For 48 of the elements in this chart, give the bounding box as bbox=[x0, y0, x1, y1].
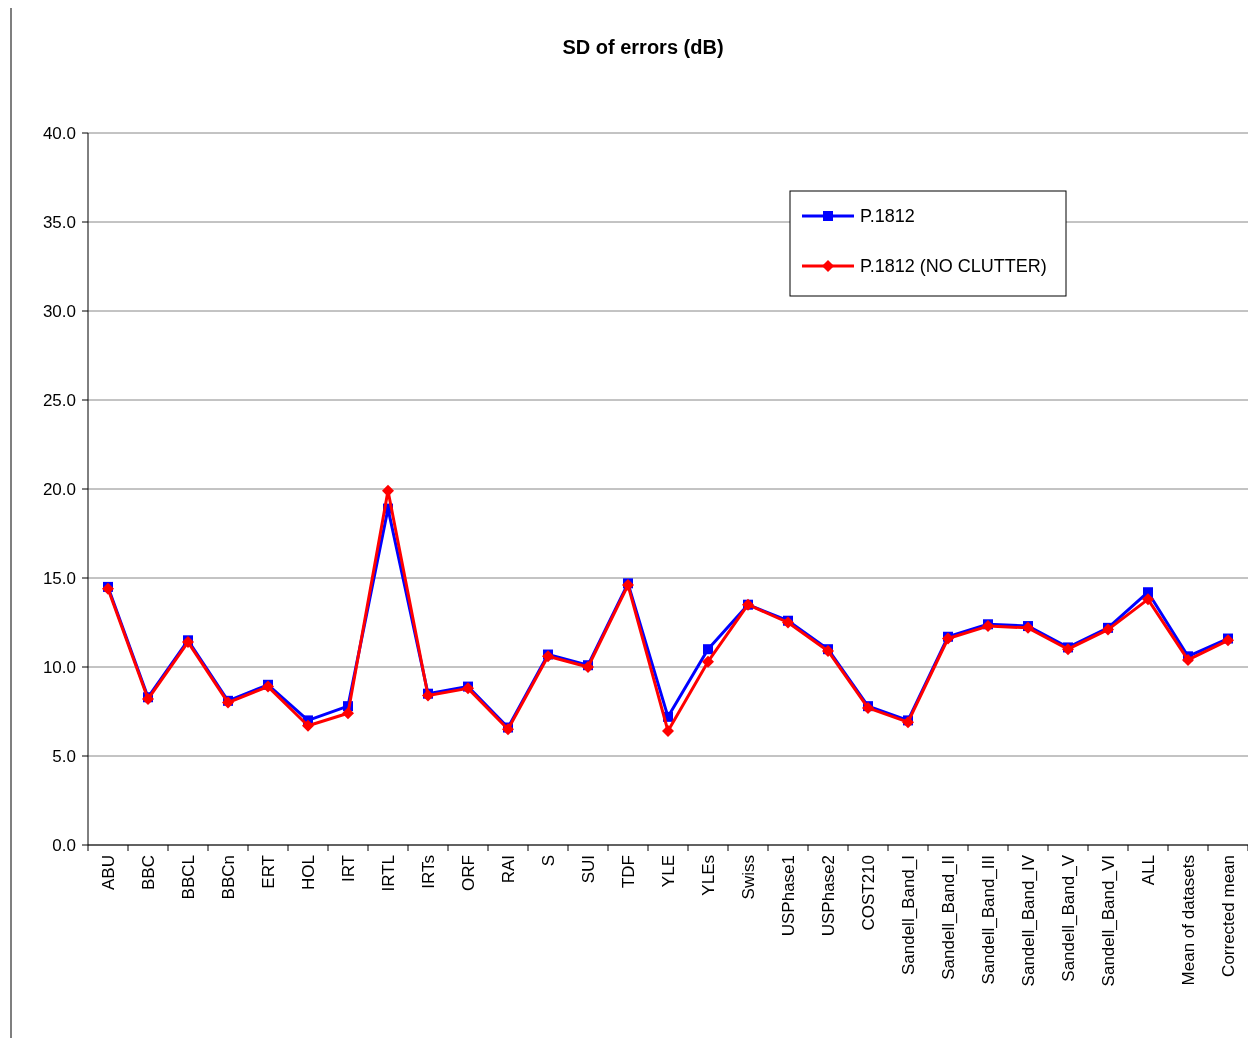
y-tick-label: 5.0 bbox=[52, 747, 76, 766]
x-tick-label: Mean of datasets bbox=[1179, 855, 1198, 986]
x-tick-label: Sandell_Band_IV bbox=[1019, 854, 1038, 987]
y-tick-label: 35.0 bbox=[42, 213, 76, 232]
x-tick-label: Swiss bbox=[739, 855, 758, 900]
point bbox=[1142, 593, 1154, 606]
x-tick-label: ERT bbox=[259, 855, 278, 889]
x-tick-label: BBCn bbox=[219, 855, 238, 900]
legend-label: P.1812 bbox=[860, 206, 915, 226]
x-tick-label: BBCL bbox=[179, 855, 198, 900]
x-tick-label: RAI bbox=[499, 855, 518, 884]
x-tick-label: IRTL bbox=[379, 855, 398, 892]
point bbox=[702, 655, 714, 668]
x-tick-label: S bbox=[539, 855, 558, 867]
x-tick-label: YLE bbox=[659, 855, 678, 888]
x-tick-label: COST210 bbox=[859, 855, 878, 931]
y-tick-label: 10.0 bbox=[42, 658, 76, 677]
point bbox=[342, 707, 354, 720]
x-tick-label: IRTs bbox=[419, 855, 438, 889]
chart-title: SD of errors (dB) bbox=[562, 36, 724, 58]
x-tick-label: HOL bbox=[299, 855, 318, 890]
point bbox=[703, 644, 713, 655]
x-tick-label: BBC bbox=[139, 855, 158, 890]
x-tick-label: Sandell_Band_VI bbox=[1099, 855, 1118, 987]
y-tick-label: 40.0 bbox=[42, 124, 76, 143]
point bbox=[1182, 653, 1194, 666]
x-tick-label: TDF bbox=[619, 855, 638, 889]
y-tick-label: 0.0 bbox=[52, 836, 76, 855]
x-tick-label: ALL bbox=[1139, 855, 1158, 886]
x-tick-label: USPhase1 bbox=[779, 855, 798, 937]
x-tick-label: Sandell_Band_III bbox=[979, 855, 998, 985]
y-tick-label: 15.0 bbox=[42, 569, 76, 588]
x-tick-label: Sandell_Band_V bbox=[1059, 854, 1078, 982]
x-tick-label: ABU bbox=[99, 855, 118, 890]
x-tick-label: YLEs bbox=[699, 855, 718, 896]
x-tick-label: SUI bbox=[579, 855, 598, 884]
y-tick-label: 30.0 bbox=[42, 302, 76, 321]
y-tick-label: 20.0 bbox=[42, 480, 76, 499]
x-tick-label: ORF bbox=[459, 855, 478, 891]
legend-label: P.1812 (NO CLUTTER) bbox=[860, 256, 1047, 276]
point bbox=[662, 725, 674, 738]
y-tick-label: 25.0 bbox=[42, 391, 76, 410]
x-tick-label: Sandell_Band_II bbox=[939, 855, 958, 980]
x-tick-label: USPhase2 bbox=[819, 855, 838, 937]
x-tick-label: IRT bbox=[339, 855, 358, 883]
x-tick-label: Corrected mean bbox=[1219, 855, 1238, 977]
point bbox=[302, 719, 314, 732]
x-tick-label: Sandell_Band_I bbox=[899, 855, 918, 976]
